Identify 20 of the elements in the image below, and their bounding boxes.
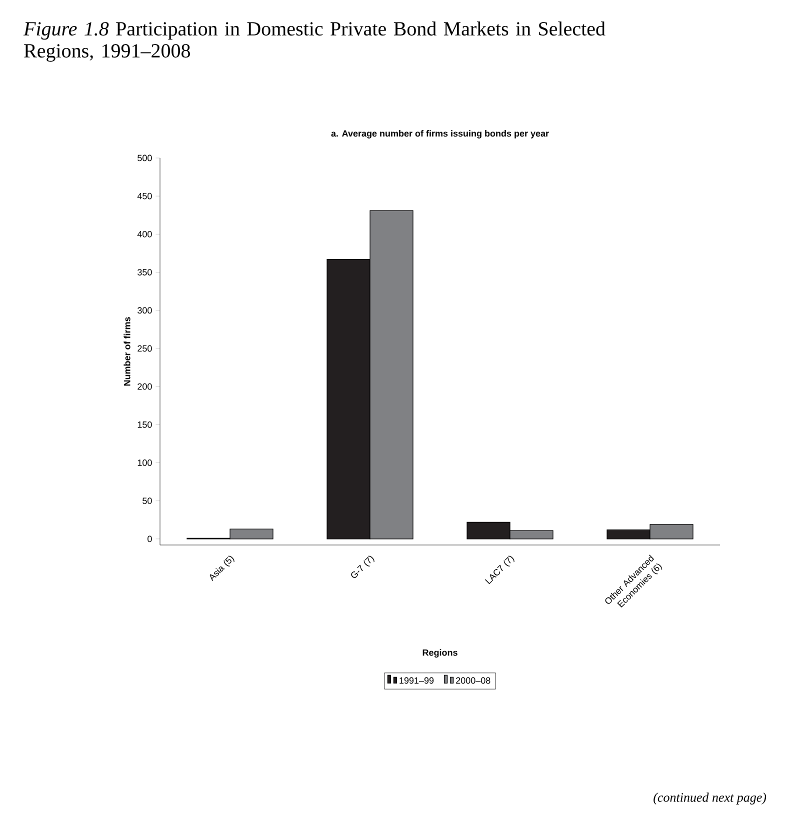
legend-label: 2000–08 bbox=[456, 677, 490, 684]
y-axis-title: Number of firms bbox=[124, 317, 130, 386]
y-tick-label: 200 bbox=[138, 383, 152, 390]
y-tick-label: 400 bbox=[137, 230, 152, 238]
x-tick-label: G-7 (7) bbox=[351, 556, 374, 578]
chart-title: Figure 1.8 Participation in Domestic Private Bond Markets in Selected Regions, 1991–2008 bbox=[23, 22, 606, 62]
legend-label: 1991–99 bbox=[400, 677, 434, 684]
x-axis-title: Regions bbox=[422, 649, 458, 658]
y-tick-label: 50 bbox=[142, 498, 152, 504]
y-tick-label: 100 bbox=[138, 460, 152, 466]
y-tick-label: 500 bbox=[138, 154, 152, 162]
y-tick-label: 0 bbox=[148, 536, 152, 542]
text: (continued next page) bbox=[654, 792, 766, 804]
y-tick-label: 150 bbox=[138, 421, 152, 428]
x-tick-label: Asia (5) bbox=[210, 556, 234, 582]
y-tick-label: 450 bbox=[137, 192, 152, 200]
y-tick-label: 350 bbox=[138, 269, 152, 276]
y-tick-label: 300 bbox=[138, 307, 152, 314]
chart-subtitle: a. Average number of firms issuing bonds per year bbox=[331, 130, 549, 138]
y-tick-label: 250 bbox=[138, 345, 152, 352]
